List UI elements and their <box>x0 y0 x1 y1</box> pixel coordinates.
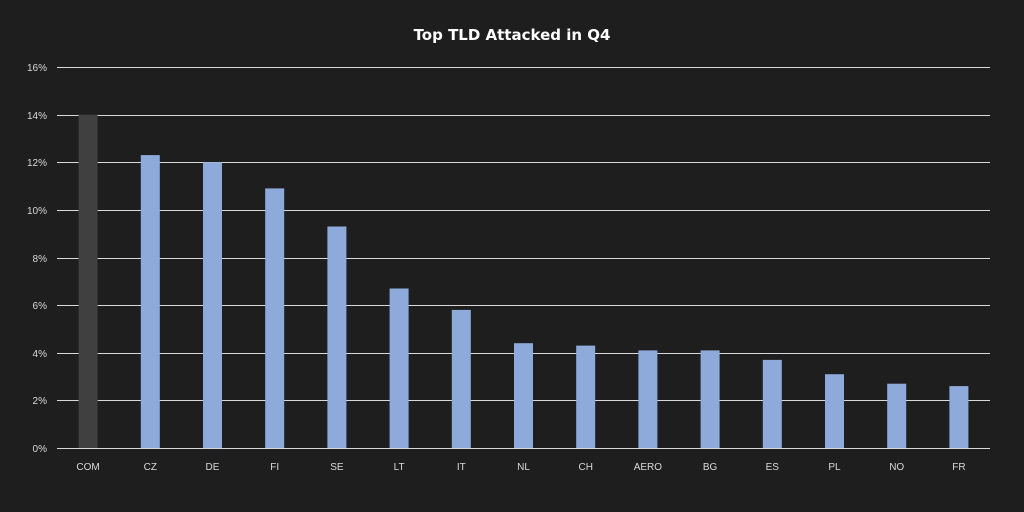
x-tick-label-ch: CH <box>578 462 592 473</box>
x-tick-label-nl: NL <box>517 462 530 473</box>
chart-title: Top TLD Attacked in Q4 <box>414 26 611 44</box>
bar-fi <box>265 188 285 448</box>
bar-lt <box>389 288 409 448</box>
bar-aero <box>638 350 658 448</box>
bar-com <box>78 114 98 448</box>
x-tick-label-fi: FI <box>270 462 279 473</box>
bar-nl <box>514 343 533 448</box>
bar-cz <box>140 155 160 448</box>
y-axis-tick-labels: 0% 2% 4% 6% 8% 10% 12% 14% 16% <box>27 63 47 455</box>
y-tick-label: 16% <box>27 63 47 74</box>
y-tick-label: 6% <box>33 301 48 312</box>
bar-de <box>203 162 222 449</box>
x-tick-label-it: IT <box>457 462 466 473</box>
y-tick-label: 8% <box>33 254 48 265</box>
bar-it <box>451 309 471 448</box>
bar-se <box>327 226 347 448</box>
x-tick-label-aero: AERO <box>634 462 663 473</box>
x-tick-label-cz: CZ <box>144 462 157 473</box>
bar-bg <box>700 350 720 448</box>
bar-no <box>887 383 907 448</box>
x-tick-label-de: DE <box>206 462 220 473</box>
bar-ch <box>576 345 596 448</box>
bar-fr <box>949 386 969 448</box>
x-tick-label-bg: BG <box>703 462 718 473</box>
y-tick-label: 2% <box>33 396 48 407</box>
y-tick-label: 10% <box>27 206 47 217</box>
x-tick-label-es: ES <box>766 462 780 473</box>
bars <box>78 114 969 449</box>
x-tick-label-se: SE <box>330 462 344 473</box>
x-tick-label-com: COM <box>76 462 99 473</box>
y-tick-label: 14% <box>27 111 47 122</box>
bar-pl <box>825 374 844 448</box>
x-tick-label-fr: FR <box>952 462 965 473</box>
y-tick-label: 0% <box>33 444 48 455</box>
y-tick-label: 4% <box>33 349 48 360</box>
x-tick-label-pl: PL <box>828 462 841 473</box>
x-axis-category-labels: COM CZ DE FI SE LT IT NL CH AERO BG ES PL NO FR <box>76 462 965 473</box>
bar-es <box>762 359 782 448</box>
y-tick-label: 12% <box>27 158 47 169</box>
x-tick-label-no: NO <box>889 462 904 473</box>
x-tick-label-lt: LT <box>394 462 405 473</box>
